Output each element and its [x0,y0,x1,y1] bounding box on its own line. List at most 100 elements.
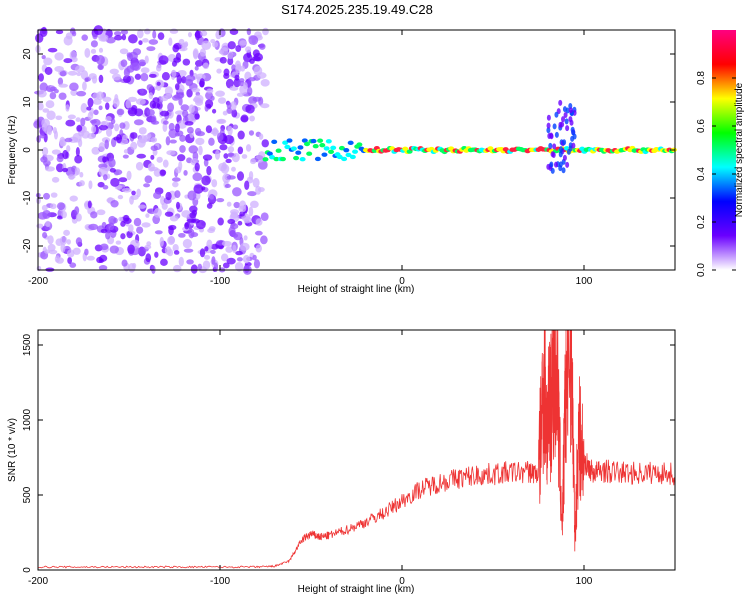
spectrogram-noise-cell [45,100,55,109]
spectrogram-noise-cell [111,73,121,81]
spectrogram-noise-cell [118,177,128,183]
spectrogram-burst-cell [549,161,554,168]
spectrogram-noise-cell [235,45,242,53]
spectrogram-noise-cell [160,195,166,206]
spectrogram-noise-cell [121,188,132,193]
spectrogram-noise-cell [146,84,154,91]
spectrogram-noise-cell [193,94,204,104]
spectrogram-noise-cell [114,93,119,103]
spectrogram-noise-cell [120,29,129,35]
spectrogram-noise-cell [198,145,203,156]
spectrogram-noise-cell [181,210,192,218]
snr-y-ticks: 0 500 1000 1500 [22,333,675,573]
spectrogram-burst-cell [558,151,563,158]
spectrogram-burst-cell [570,135,575,142]
spectrogram-noise-cell [159,169,167,176]
spectrogram-noise-cell [183,170,188,176]
spectrogram-noise-cell [240,65,246,72]
spectrogram-carrier-cell [284,144,291,150]
spectrogram-noise-cell [199,48,207,57]
spectrogram-y-label: Frequency (Hz) [7,116,18,185]
spectrogram-noise-cell [248,206,254,217]
spectrogram-noise-cell [128,34,138,44]
spectrogram-noise-cell [230,101,237,111]
spectrogram-noise-cell [206,88,214,94]
snr-x-tick-label: -200 [28,576,48,587]
spectrogram-noise-cell [184,121,194,126]
spectrogram-noise-cell [186,259,194,265]
spectrogram-noise-cell [210,95,215,101]
spectrogram-noise-cell [98,142,106,152]
spectrogram-noise-cell [105,36,116,44]
colorbar-tick-label: 0.4 [696,167,707,181]
spectrogram-noise-cell [172,44,180,53]
spectrogram-noise-cell [253,65,263,76]
spectrogram-noise-cell [137,204,147,209]
spectrogram-noise-cell [260,235,268,245]
spectrogram-noise-cell [167,248,174,257]
spectrogram-noise-cell [127,244,135,255]
spectrogram-noise-cell [218,49,224,55]
spectrogram-noise-cell [236,171,245,181]
spectrogram-noise-cell [72,247,81,255]
spectrogram-noise-cell [150,154,155,160]
spectrogram-noise-cell [122,154,129,159]
spectrogram-noise-cell [92,98,102,105]
spectrogram-noise-cell [129,195,134,205]
spectrogram-noise-cell [192,172,203,182]
spectrogram-noise-cell [253,259,261,269]
spectrogram-noise-cell [250,158,257,165]
spectrogram-noise-cell [143,183,151,188]
spectrogram-noise-cell [43,192,51,200]
spectrogram-y-tick-label: 10 [22,96,33,108]
spectrogram-noise-cell [165,191,172,201]
spectrogram-noise-cell [202,154,213,161]
spectrogram-noise-cell [55,29,64,35]
spectrogram-noise-cell [39,82,48,92]
spectrogram-noise-cell [247,191,257,197]
spectrogram-carrier-cell [286,138,293,143]
spectrogram-noise-cell [165,94,172,99]
spectrogram-noise-cell [121,259,128,267]
spectrogram-noise-cell [147,162,155,172]
spectrogram-noise-cell [110,200,119,208]
spectrogram-carrier-cell [275,148,282,153]
spectrogram-noise-cell [195,219,206,230]
spectrogram-noise-cell [168,225,174,236]
spectrogram-burst-cell [554,161,559,168]
spectrogram-carrier-cell [325,139,332,144]
spectrogram-noise-cell [233,78,241,88]
spectrogram-noise-cell [75,146,80,157]
spectrogram-noise-cell [102,156,107,163]
spectrogram-noise-cell [161,72,170,81]
spectrogram-noise-cell [66,249,75,258]
spectrogram-noise-cell [90,48,97,54]
spectrogram-noise-cell [117,194,124,200]
spectrogram-noise-cell [102,185,109,190]
spectrogram-noise-cell [114,123,120,132]
colorbar-tick-label: 0.8 [696,71,707,85]
snr-x-tick-label: -100 [210,576,230,587]
spectrogram-noise-cell [80,117,86,127]
spectrogram-noise-cell [51,149,61,155]
figure-title: S174.2025.235.19.49.C28 [281,2,433,17]
spectrogram-noise-cell [80,70,89,80]
spectrogram-noise-cell [205,99,214,109]
spectrogram-noise-cell [195,137,205,146]
spectrogram-noise-cell [98,64,104,70]
spectrogram-carrier-cell [343,147,350,153]
spectrogram-carrier-cell [301,138,308,143]
spectrogram-carrier-cell [347,140,354,146]
spectrogram-noise-cell [249,200,259,209]
spectrogram-noise-cell [60,243,66,253]
spectrogram-noise-cell [84,47,91,58]
spectrogram-noise-cell [220,253,229,262]
spectrogram-noise-cell [67,174,76,180]
spectrogram-noise-cell [155,64,162,72]
spectrogram-noise-cell [244,180,250,190]
spectrogram-noise-cell [71,31,77,37]
spectrogram-noise-cell [40,156,48,163]
spectrogram-noise-cell [126,170,132,181]
snr-x-label: Height of straight line (km) [298,584,415,595]
spectrogram-noise-cell [248,96,258,105]
